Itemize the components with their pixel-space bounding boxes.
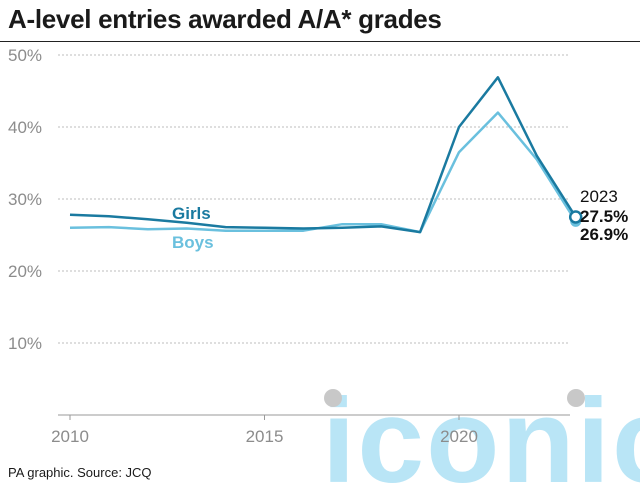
series-label-girls: Girls — [172, 204, 211, 223]
series-line-girls — [69, 76, 577, 234]
y-tick-label: 50% — [8, 46, 42, 65]
grid: 10% 20% 30% 40% 50% 2010 2015 2020 — [8, 46, 570, 446]
y-tick-label: 30% — [8, 190, 42, 209]
x-tick-label: 2010 — [51, 427, 89, 446]
end-marker-girls — [568, 210, 583, 224]
x-tick-label: 2015 — [246, 427, 284, 446]
watermark-text: iconic — [322, 374, 640, 488]
series-label-boys: Boys — [172, 233, 214, 252]
series — [69, 76, 583, 234]
annotation-year: 2023 — [580, 187, 618, 206]
annotation-girls-value: 27.5% — [580, 207, 628, 226]
watermark-dot — [324, 389, 342, 407]
x-tick-label: 2020 — [440, 427, 478, 446]
title-divider — [0, 41, 640, 42]
y-tick-label: 20% — [8, 262, 42, 281]
source-note: PA graphic. Source: JCQ — [8, 465, 152, 480]
series-line-boys — [69, 111, 577, 234]
chart-title: A-level entries awarded A/A* grades — [8, 4, 442, 34]
watermark-dot — [567, 389, 585, 407]
annotation-boys-value: 26.9% — [580, 225, 628, 244]
y-tick-label: 10% — [8, 334, 42, 353]
watermark: iconic — [322, 374, 640, 488]
y-tick-label: 40% — [8, 118, 42, 137]
